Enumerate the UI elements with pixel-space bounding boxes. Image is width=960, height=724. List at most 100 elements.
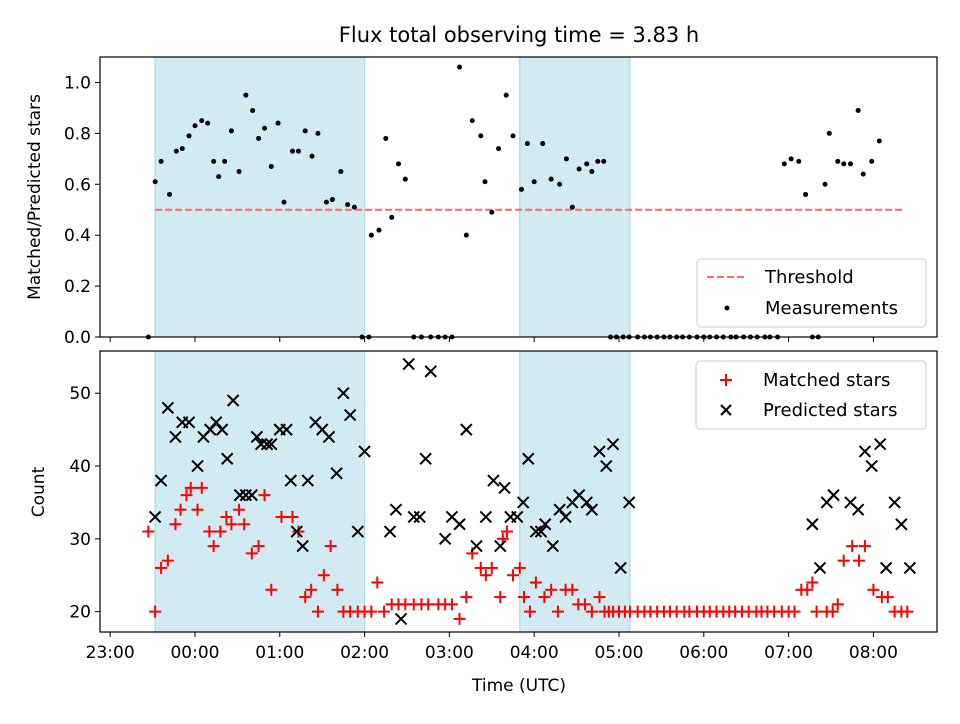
matched-star-point [161,554,174,567]
count-legend: Matched stars Predicted stars [695,360,927,430]
count-x-axis: 23:00 00:00 01:00 02:00 03:00 04:00 05:00 06:00… [86,632,898,663]
predicted-star-point [865,459,878,473]
measurement-point [576,166,582,172]
predicted-star-point [498,481,511,495]
measurements-legend-label: Measurements [765,298,898,319]
matched-star-point [265,583,278,596]
predicted-star-point [559,510,572,524]
measurement-point [563,156,569,162]
predicted-star-point [529,525,543,538]
predicted-star-point [343,408,357,422]
measurement-point [309,153,315,159]
measurement-point [205,120,211,126]
matched-star-point [252,540,265,553]
y-tick-label: 0.4 [64,226,91,246]
predicted-legend-swatch [720,404,732,416]
measurement-point [315,130,321,136]
predicted-star-point [280,423,293,436]
predicted-star-point [606,437,620,451]
matched-star-point [593,591,606,604]
matched-star-point [149,605,162,618]
matched-star-point [311,605,324,618]
predicted-star-point [245,488,259,502]
measurement-point [855,107,861,113]
ratio-y-axis-label: Matched/Predicted stars [25,94,45,300]
measurement-point [211,158,217,164]
measurement-point [826,130,832,136]
predicted-star-point [389,503,403,516]
measurement-point [199,118,205,124]
measurement-point [396,161,402,167]
y-tick-label: 40 [69,457,91,477]
matched-star-point [220,510,233,523]
predicted-star-point [226,394,240,407]
count-y-axis-label: Count [29,466,49,517]
matched-star-point [474,561,487,574]
matched-star-point [233,503,246,516]
matched-star-point [494,591,507,604]
measurement-point [548,176,554,182]
measurement-point [376,227,382,233]
matched-star-point [810,605,823,618]
predicted-star-point [330,467,343,480]
matched-star-point [529,576,542,589]
predicted-star-point [600,459,613,473]
measurement-point [368,232,374,238]
matched-star-point [324,540,337,553]
matched-star-point [545,583,558,596]
measurement-point [275,120,281,126]
measurements-legend-swatch [724,305,730,311]
predicted-star-point [148,510,162,524]
measurement-point [167,191,173,197]
matched-star-point [203,525,216,538]
measurement-point [601,158,607,164]
matched-star-point [858,540,871,553]
shaded-interval-1 [155,57,365,337]
matched-star-point [579,598,592,611]
measurement-point [290,148,296,154]
predicted-star-point [593,445,606,458]
measurement-point [510,133,516,139]
predicted-star-point [182,416,196,429]
predicted-star-point [534,525,548,538]
predicted-star-point [522,452,535,465]
predicted-star-point [383,525,397,538]
threshold-legend-label: Threshold [764,267,854,288]
measurement-point [173,148,179,154]
predicted-star-point [453,518,466,531]
predicted-star-point [851,503,865,516]
y-tick-label: 30 [69,530,91,550]
matched-star-point [846,540,859,553]
count-y-axis: 20 30 40 50 [69,384,100,623]
matched-star-point [585,605,598,618]
predicted-star-point [260,437,274,451]
matched-star-point [286,510,299,523]
predicted-star-point [424,365,437,378]
measurement-point [329,197,335,203]
matched-star-point [365,605,378,618]
matched-star-point [305,583,318,596]
matched-stars-points [142,481,914,625]
count-shaded-intervals [154,351,631,632]
predicted-star-point [903,561,917,575]
predicted-star-point [879,561,893,575]
matched-star-point [299,591,312,604]
matched-star-point [852,554,865,567]
matched-star-point [538,591,551,604]
predicted-star-point [413,510,426,524]
predicted-star-point [470,539,483,553]
matched-star-point [169,518,182,531]
matched-star-point [292,525,305,538]
matched-star-point [837,554,850,567]
measurement-point [345,202,351,208]
measurement-point [557,181,563,187]
matched-star-point [485,561,498,574]
predicted-star-point [895,518,908,531]
predicted-star-point [494,539,507,553]
matched-star-point [518,591,531,604]
measurement-point [589,169,595,175]
measurement-point [496,146,502,152]
predicted-star-point [438,532,452,546]
predicted-star-point [161,401,175,414]
